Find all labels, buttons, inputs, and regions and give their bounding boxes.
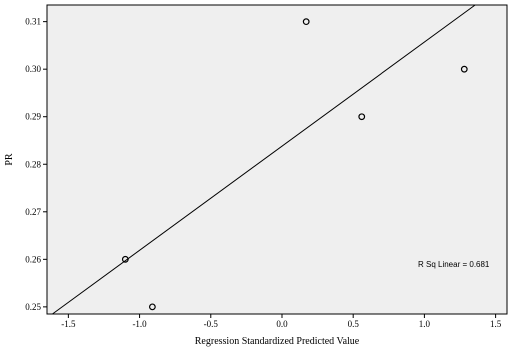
data-point <box>121 255 129 263</box>
y-tick-label: 0.30 <box>25 64 41 74</box>
x-tick-label: 0.5 <box>348 319 360 329</box>
x-tick-label: 0.0 <box>276 319 288 329</box>
data-point <box>148 303 156 311</box>
x-tick-label: -0.5 <box>204 319 219 329</box>
x-tick-label: -1.5 <box>61 319 76 329</box>
data-point <box>302 18 310 26</box>
x-tick-label: 1.0 <box>419 319 431 329</box>
data-point <box>460 65 468 73</box>
x-axis-title: Regression Standardized Predicted Value <box>195 336 360 347</box>
x-tick-label: -1.0 <box>132 319 147 329</box>
y-tick-label: 0.27 <box>25 207 41 217</box>
y-tick-label: 0.26 <box>25 254 41 264</box>
fit-line <box>52 4 476 315</box>
y-axis-title: PR <box>4 153 15 166</box>
data-point <box>358 113 366 121</box>
y-tick-label: 0.31 <box>25 17 41 27</box>
r-squared-annotation: R Sq Linear = 0.681 <box>418 260 490 269</box>
y-tick-label: 0.25 <box>25 302 41 312</box>
y-tick-label: 0.28 <box>25 159 41 169</box>
y-tick-label: 0.29 <box>25 112 41 122</box>
x-tick-label: 1.5 <box>490 319 502 329</box>
